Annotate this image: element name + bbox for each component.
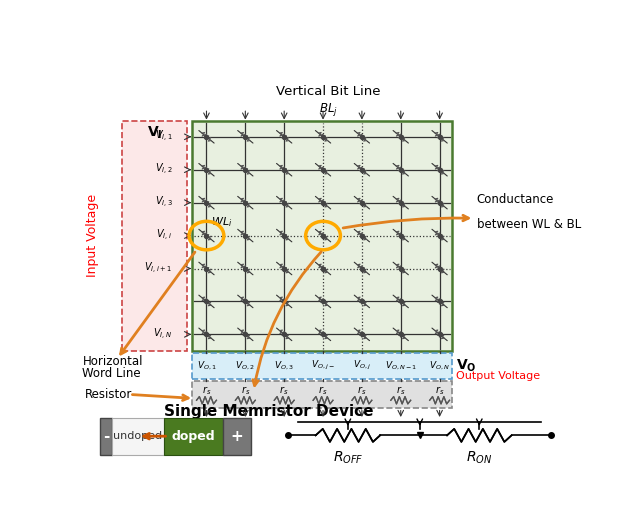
Text: $V_{O,1}$: $V_{O,1}$ [196, 360, 216, 372]
Text: doped: doped [172, 430, 215, 443]
FancyBboxPatch shape [223, 418, 251, 454]
FancyBboxPatch shape [112, 418, 164, 454]
Text: $V_{I,N}$: $V_{I,N}$ [154, 327, 172, 342]
Text: $V_{O,3}$: $V_{O,3}$ [275, 360, 294, 372]
Text: $r_s$: $r_s$ [435, 384, 444, 397]
Text: $r_s$: $r_s$ [202, 384, 211, 397]
Text: $R_{ON}$: $R_{ON}$ [466, 450, 492, 466]
Text: Word Line: Word Line [83, 367, 141, 380]
FancyBboxPatch shape [191, 353, 452, 379]
Text: $V_{O,N}$: $V_{O,N}$ [429, 360, 450, 372]
Text: $V_{O,2}$: $V_{O,2}$ [236, 360, 255, 372]
Text: $V_{O,j}$: $V_{O,j}$ [353, 359, 371, 372]
Text: $\mathbf{V_I}$: $\mathbf{V_I}$ [147, 125, 162, 141]
Text: Output Voltage: Output Voltage [456, 371, 540, 381]
Text: $r_s$: $r_s$ [241, 384, 250, 397]
FancyBboxPatch shape [191, 381, 452, 408]
Text: $V_{I,1}$: $V_{I,1}$ [155, 129, 172, 144]
Text: between WL & BL: between WL & BL [477, 218, 581, 231]
Text: $r_s$: $r_s$ [280, 384, 289, 397]
Text: $V_{O,j-}$: $V_{O,j-}$ [311, 359, 335, 372]
Text: $V_{O,N-1}$: $V_{O,N-1}$ [385, 360, 417, 372]
Text: $V_{I,3}$: $V_{I,3}$ [154, 195, 172, 210]
FancyBboxPatch shape [122, 121, 187, 351]
Text: -: - [103, 428, 109, 444]
Text: Vertical Bit Line: Vertical Bit Line [276, 85, 380, 98]
FancyBboxPatch shape [164, 418, 223, 454]
Text: $r_s$: $r_s$ [357, 384, 367, 397]
Text: $V_{I,i}$: $V_{I,i}$ [156, 228, 172, 243]
Text: Input Voltage: Input Voltage [86, 194, 99, 277]
Text: Single Memristor Device: Single Memristor Device [164, 404, 373, 418]
FancyBboxPatch shape [191, 121, 452, 351]
Text: $r_s$: $r_s$ [396, 384, 405, 397]
Text: $V_{I,i+1}$: $V_{I,i+1}$ [145, 261, 172, 276]
Text: $BL_j$: $BL_j$ [319, 102, 337, 118]
Text: $R_{OFF}$: $R_{OFF}$ [333, 450, 363, 466]
Text: undoped: undoped [113, 431, 163, 441]
Text: $WL_i$: $WL_i$ [211, 216, 233, 230]
Text: Horizontal: Horizontal [83, 355, 143, 368]
Text: Resistor: Resistor [85, 388, 132, 401]
Text: $\mathbf{V_O}$: $\mathbf{V_O}$ [456, 358, 477, 374]
Text: $r_s$: $r_s$ [318, 384, 328, 397]
Text: +: + [231, 428, 244, 444]
Text: $V_{I,2}$: $V_{I,2}$ [155, 162, 172, 177]
FancyBboxPatch shape [100, 418, 112, 454]
Text: Conductance: Conductance [477, 193, 554, 206]
